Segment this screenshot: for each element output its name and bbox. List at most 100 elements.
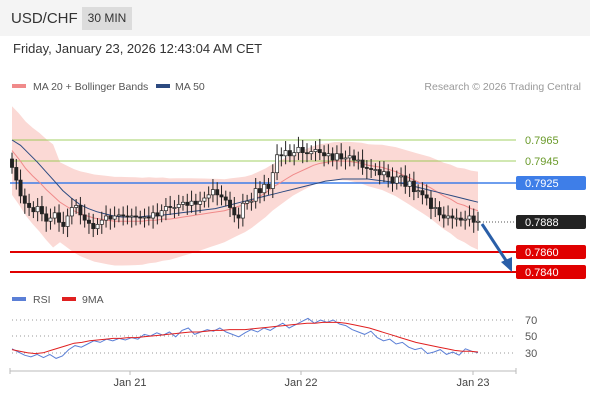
legend-9ma-label: 9MA (82, 294, 104, 306)
candle-body (206, 194, 211, 199)
candle-body (181, 201, 185, 205)
candle-body (407, 180, 412, 187)
candle (339, 143, 344, 167)
candle (253, 177, 258, 209)
candle-body (339, 153, 344, 160)
candle (446, 205, 451, 226)
candle (95, 218, 100, 235)
candle (27, 193, 32, 216)
candle-body (151, 212, 156, 219)
candle-body (185, 201, 190, 206)
candle (411, 171, 416, 201)
candle (369, 158, 374, 178)
candle (193, 193, 198, 215)
candle (424, 184, 429, 206)
candle-body (420, 190, 425, 196)
legend-rsi-swatch (12, 297, 26, 301)
moving-averages (11, 139, 479, 222)
level-badges: 0.7965 0.7945 0.7925 0.7888 0.7860 0.7840 (516, 135, 586, 279)
candle (108, 208, 113, 230)
candle (129, 208, 134, 228)
candle-body (48, 217, 53, 222)
candle-body (450, 215, 455, 219)
candle (104, 205, 109, 228)
candle (330, 147, 335, 167)
candle-body (364, 167, 369, 169)
candle (91, 213, 96, 238)
candle (57, 204, 61, 232)
candle-body (360, 159, 365, 168)
candle-body (403, 175, 408, 187)
candlesticks (10, 136, 480, 238)
candle-body (129, 215, 134, 218)
candle (202, 191, 207, 208)
candle-body (476, 220, 480, 223)
candle-body (219, 194, 224, 198)
candle (352, 149, 356, 167)
legend-ma20-swatch (12, 84, 26, 88)
candle-body (91, 222, 96, 229)
candle-body (377, 169, 382, 176)
x-tick-label: Jan 21 (113, 377, 146, 389)
timeframe-badge[interactable]: 30 MIN (82, 7, 132, 30)
candle-body (52, 212, 57, 219)
candle-body (322, 152, 327, 157)
candle (52, 206, 57, 225)
candle-body (74, 205, 79, 208)
support-1-badge (516, 245, 586, 259)
legend-ma50-label: MA 50 (175, 81, 205, 93)
candle (151, 205, 156, 229)
ma20-line (11, 150, 479, 222)
rsi-ma-line (11, 321, 479, 355)
candle-body (240, 202, 245, 219)
candle (305, 143, 309, 163)
candle-body (236, 214, 241, 219)
bollinger-bands (12, 106, 478, 266)
candle (347, 146, 352, 167)
candle-body (463, 218, 468, 221)
candle-body (394, 176, 399, 184)
candle-body (159, 210, 164, 217)
candle-body (471, 215, 476, 223)
candle-body (275, 154, 280, 174)
candle-body (446, 215, 451, 219)
candle (155, 203, 160, 225)
candle (356, 151, 361, 170)
candle (390, 167, 395, 192)
candle-body (253, 188, 258, 202)
candle (48, 208, 53, 230)
candle (142, 208, 147, 228)
rsi-tick-50: 50 (525, 331, 537, 343)
candle (240, 193, 245, 227)
candle (437, 201, 442, 222)
candle (300, 140, 305, 164)
candle-body (176, 204, 181, 208)
candle (463, 210, 468, 230)
forecast-arrow-shaft (480, 223, 509, 263)
candle-body (313, 149, 318, 152)
candle-body (279, 154, 284, 157)
last-price-badge (516, 215, 586, 229)
candle (74, 199, 79, 214)
candle-body (416, 190, 421, 193)
candle-body (399, 175, 403, 178)
candle-body (429, 197, 433, 209)
x-tick-label: Jan 23 (456, 377, 489, 389)
rsi-tick-30: 30 (525, 348, 537, 360)
candle (313, 141, 318, 162)
candle-body (193, 200, 198, 205)
rsi-tick-70: 70 (525, 315, 537, 327)
candle (309, 145, 314, 161)
candle (39, 195, 44, 222)
candle-body (27, 202, 32, 208)
candle (381, 161, 386, 183)
candle (275, 144, 280, 181)
candle (279, 147, 284, 167)
candle (116, 208, 121, 223)
pivot-label: 0.7925 (525, 178, 559, 190)
candle-body (125, 215, 130, 218)
candle-body (95, 224, 100, 229)
legend-9ma-swatch (62, 297, 76, 301)
candle-body (424, 194, 429, 199)
